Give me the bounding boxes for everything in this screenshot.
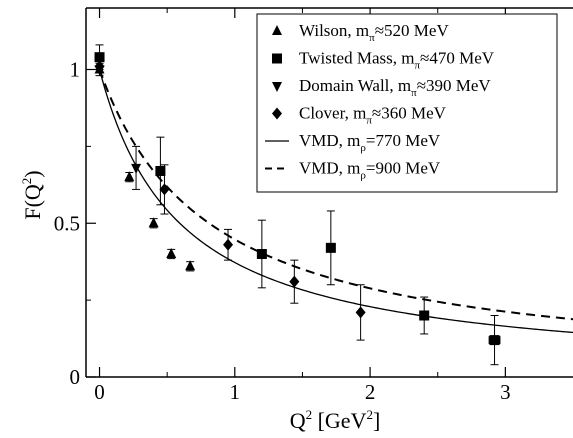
triangle-up-marker — [124, 171, 135, 182]
legend-entry: Wilson, mπ≈520 MeV — [272, 21, 449, 44]
legend-entry: VMD, mρ=770 MeV — [265, 131, 441, 154]
legend-box — [256, 13, 558, 193]
data-point — [148, 217, 159, 229]
data-point — [159, 164, 170, 215]
square-marker — [155, 165, 166, 176]
diamond-marker — [94, 60, 105, 73]
y-tick-label: 0.5 — [54, 211, 80, 235]
square-marker — [94, 52, 105, 63]
legend-label: Clover, mπ≈360 MeV — [299, 104, 447, 127]
triangle-down-marker — [131, 163, 142, 174]
data-point — [185, 260, 196, 272]
tick-labels: 0 1 2 3 0 0.5 1 — [54, 58, 511, 405]
x-tick-label: 3 — [500, 380, 511, 404]
diamond-marker — [289, 275, 300, 288]
y-tick-label: 1 — [70, 58, 81, 82]
legend: Wilson, mπ≈520 MeV Twisted Mass, mπ≈470 M… — [256, 13, 558, 193]
data-points — [94, 44, 501, 366]
diamond-marker — [355, 306, 366, 319]
triangle-up-marker — [148, 217, 159, 228]
data-point — [289, 259, 300, 304]
vmd-900-curve — [98, 69, 573, 321]
legend-entry: Twisted Mass, mπ≈470 MeV — [272, 49, 495, 72]
legend-label: VMD, mρ=770 MeV — [299, 131, 441, 154]
square-marker — [256, 249, 267, 259]
x-tick-label: 1 — [230, 380, 241, 404]
square-legend-marker — [272, 53, 282, 64]
legend-label: VMD, mρ=900 MeV — [299, 159, 441, 182]
square-marker — [325, 242, 336, 253]
legend-label: Twisted Mass, mπ≈470 MeV — [299, 49, 495, 72]
legend-entry: VMD, mρ=900 MeV — [265, 159, 441, 182]
y-tick-label: 0 — [70, 365, 81, 389]
y-axis-label: F(Q2) — [19, 170, 45, 219]
legend-label: Domain Wall, mπ≈390 MeV — [299, 76, 491, 99]
data-point — [419, 296, 430, 335]
legend-entry: Domain Wall, mπ≈390 MeV — [272, 76, 491, 99]
data-point — [223, 228, 234, 261]
data-point — [166, 248, 177, 260]
square-marker — [419, 310, 430, 321]
legend-entry: Clover, mπ≈360 MeV — [272, 104, 447, 127]
diamond-legend-marker — [272, 107, 282, 120]
x-tick-label: 2 — [365, 380, 376, 404]
square-marker — [489, 335, 500, 346]
data-point — [256, 219, 267, 289]
triangle-up-marker — [185, 260, 196, 271]
data-point — [488, 315, 501, 366]
triangle-up-legend-marker — [272, 25, 282, 35]
triangle-down-legend-marker — [272, 82, 282, 92]
data-point — [94, 59, 105, 74]
axis-ticks — [86, 8, 506, 378]
data-point — [325, 210, 336, 286]
data-point — [131, 145, 142, 190]
x-tick-label: 0 — [94, 380, 105, 404]
legend-label: Wilson, mπ≈520 MeV — [299, 21, 449, 44]
data-point — [355, 284, 366, 341]
x-axis-label: Q2 [GeV2] — [290, 407, 381, 433]
diamond-marker — [159, 183, 170, 196]
data-point — [124, 171, 135, 183]
triangle-up-marker — [166, 248, 177, 258]
diamond-marker — [223, 238, 234, 251]
